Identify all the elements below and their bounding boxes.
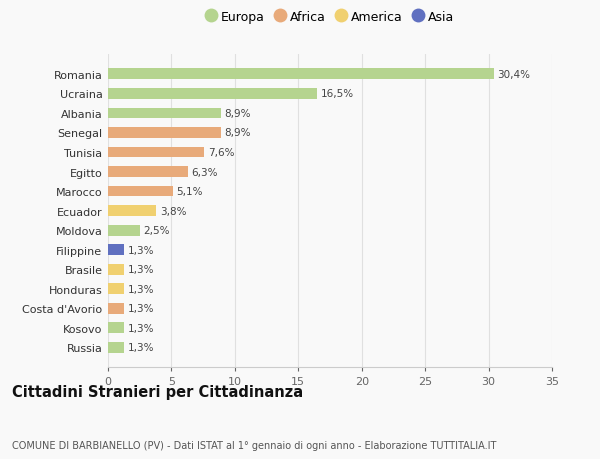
Text: 1,3%: 1,3% xyxy=(128,284,155,294)
Bar xyxy=(108,284,124,295)
Bar xyxy=(108,186,173,197)
Bar xyxy=(108,245,124,256)
Bar xyxy=(108,167,188,178)
Bar xyxy=(108,89,317,100)
Text: 8,9%: 8,9% xyxy=(225,109,251,118)
Text: Cittadini Stranieri per Cittadinanza: Cittadini Stranieri per Cittadinanza xyxy=(12,384,303,399)
Text: COMUNE DI BARBIANELLO (PV) - Dati ISTAT al 1° gennaio di ogni anno - Elaborazion: COMUNE DI BARBIANELLO (PV) - Dati ISTAT … xyxy=(12,440,496,450)
Bar xyxy=(108,303,124,314)
Bar xyxy=(108,69,494,80)
Bar xyxy=(108,323,124,334)
Text: 5,1%: 5,1% xyxy=(176,187,203,196)
Text: 1,3%: 1,3% xyxy=(128,265,155,274)
Text: 8,9%: 8,9% xyxy=(225,128,251,138)
Bar xyxy=(108,264,124,275)
Legend: Europa, Africa, America, Asia: Europa, Africa, America, Asia xyxy=(206,11,454,24)
Text: 16,5%: 16,5% xyxy=(321,89,354,99)
Bar xyxy=(108,342,124,353)
Text: 3,8%: 3,8% xyxy=(160,206,187,216)
Text: 30,4%: 30,4% xyxy=(497,70,530,79)
Text: 1,3%: 1,3% xyxy=(128,343,155,353)
Text: 7,6%: 7,6% xyxy=(208,148,235,157)
Text: 6,3%: 6,3% xyxy=(192,167,218,177)
Text: 2,5%: 2,5% xyxy=(143,226,170,235)
Bar xyxy=(108,206,156,217)
Text: 1,3%: 1,3% xyxy=(128,323,155,333)
Bar xyxy=(108,147,205,158)
Text: 1,3%: 1,3% xyxy=(128,245,155,255)
Bar xyxy=(108,108,221,119)
Bar xyxy=(108,225,140,236)
Bar xyxy=(108,128,221,139)
Text: 1,3%: 1,3% xyxy=(128,304,155,313)
